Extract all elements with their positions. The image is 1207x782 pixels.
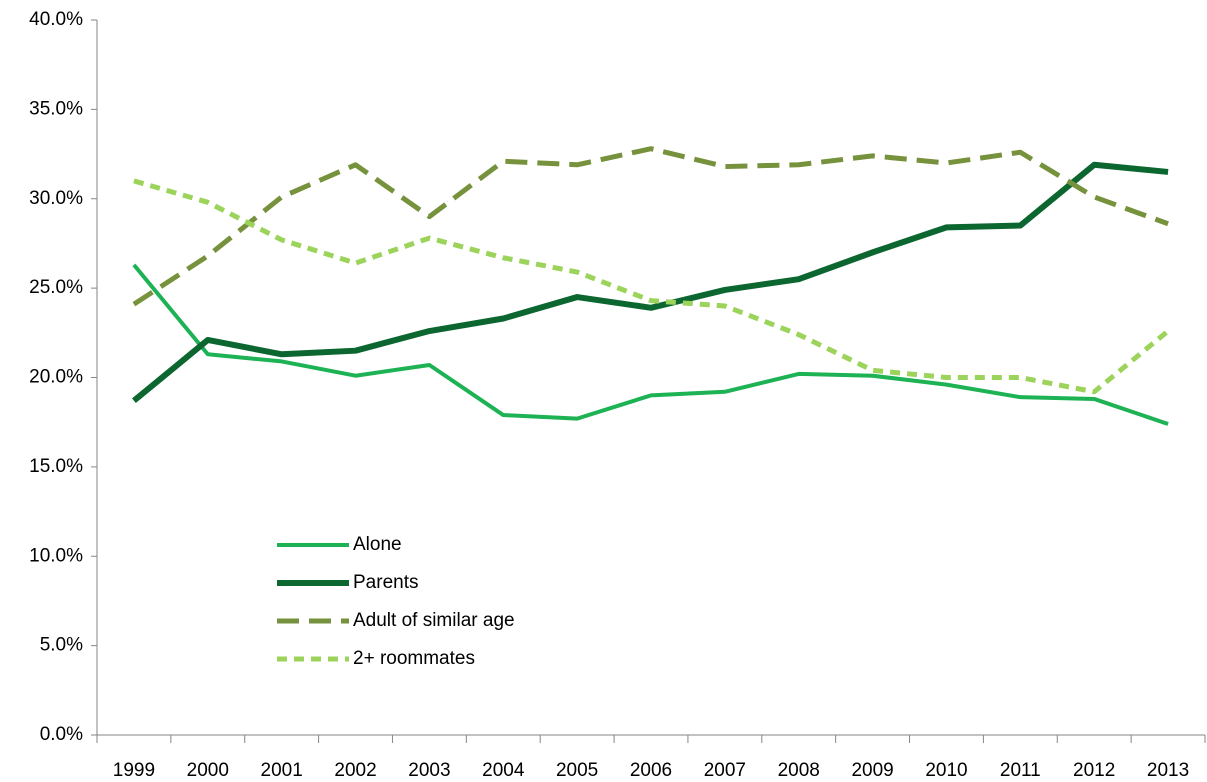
x-tick-label: 2006 bbox=[630, 760, 672, 781]
series-line bbox=[132, 263, 1169, 426]
x-tick-label: 2009 bbox=[851, 760, 893, 781]
x-tick-label: 2008 bbox=[778, 760, 820, 781]
x-tick-label: 2007 bbox=[704, 760, 746, 781]
x-tick-label: 2012 bbox=[1073, 760, 1115, 781]
series-line bbox=[133, 178, 1170, 395]
y-tick-label: 35.0% bbox=[29, 98, 83, 119]
legend-label: Adult of similar age bbox=[353, 610, 515, 631]
x-tick-label: 2004 bbox=[482, 760, 525, 781]
y-tick-label: 30.0% bbox=[29, 188, 83, 209]
x-tick-label: 2003 bbox=[408, 760, 450, 781]
x-tick-label: 1999 bbox=[113, 760, 155, 781]
x-tick-label: 2011 bbox=[1000, 760, 1041, 781]
x-tick-label: 2002 bbox=[334, 760, 376, 781]
y-tick-label: 20.0% bbox=[29, 367, 83, 388]
y-tick-label: 40.0% bbox=[29, 9, 83, 30]
x-tick-label: 2010 bbox=[925, 760, 967, 781]
legend-label: Parents bbox=[353, 572, 418, 593]
x-tick-label: 2001 bbox=[261, 760, 303, 781]
series-line bbox=[132, 146, 1169, 307]
legend-label: Alone bbox=[353, 534, 402, 555]
x-tick-label: 2000 bbox=[187, 760, 229, 781]
y-tick-label: 15.0% bbox=[29, 456, 83, 477]
legend-label: 2+ roommates bbox=[353, 648, 475, 669]
x-tick-label: 2013 bbox=[1147, 760, 1189, 781]
y-tick-label: 25.0% bbox=[29, 277, 83, 298]
x-tick-label: 2005 bbox=[556, 760, 598, 781]
y-tick-label: 5.0% bbox=[40, 635, 83, 656]
y-tick-label: 0.0% bbox=[40, 724, 83, 745]
y-tick-label: 10.0% bbox=[29, 545, 83, 566]
series-line bbox=[132, 161, 1169, 404]
